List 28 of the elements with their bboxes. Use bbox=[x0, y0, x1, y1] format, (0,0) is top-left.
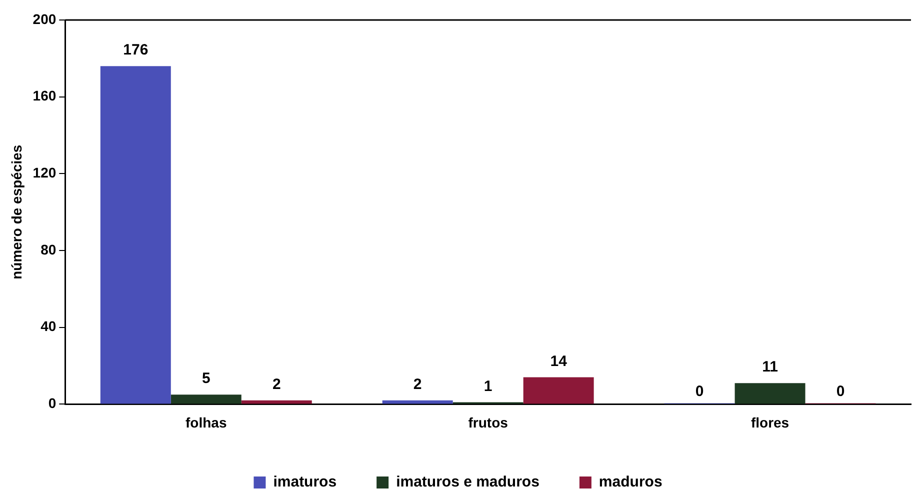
bar bbox=[241, 400, 312, 404]
legend-label: imaturos e maduros bbox=[396, 474, 540, 491]
data-label: 11 bbox=[762, 358, 778, 376]
y-tick-label: 0 bbox=[48, 395, 56, 412]
data-label: 176 bbox=[123, 42, 148, 59]
y-tick-label: 200 bbox=[32, 10, 56, 27]
x-tick-label: frutos bbox=[468, 414, 508, 430]
y-axis-title: número de espécies bbox=[8, 144, 24, 280]
data-label: 5 bbox=[202, 370, 210, 388]
bar bbox=[170, 394, 242, 404]
legend-label: maduros bbox=[598, 474, 662, 491]
data-label: 0 bbox=[836, 382, 845, 400]
data-label: 2 bbox=[413, 376, 422, 393]
x-tick-label: folhas bbox=[186, 414, 227, 430]
bar bbox=[100, 66, 171, 404]
data-label: 0 bbox=[695, 382, 704, 400]
data-label: 1 bbox=[484, 378, 492, 395]
y-tick-label: 80 bbox=[40, 241, 56, 258]
bar bbox=[382, 400, 453, 404]
bar bbox=[523, 377, 594, 404]
legend-label: imaturos bbox=[273, 474, 337, 491]
y-tick-label: 160 bbox=[32, 88, 56, 104]
x-tick-label: flores bbox=[750, 414, 790, 430]
y-tick-label: 120 bbox=[32, 164, 56, 181]
data-label: 14 bbox=[550, 352, 568, 370]
y-tick-label: 40 bbox=[40, 318, 56, 334]
data-label: 2 bbox=[272, 376, 281, 393]
bar bbox=[734, 383, 806, 404]
